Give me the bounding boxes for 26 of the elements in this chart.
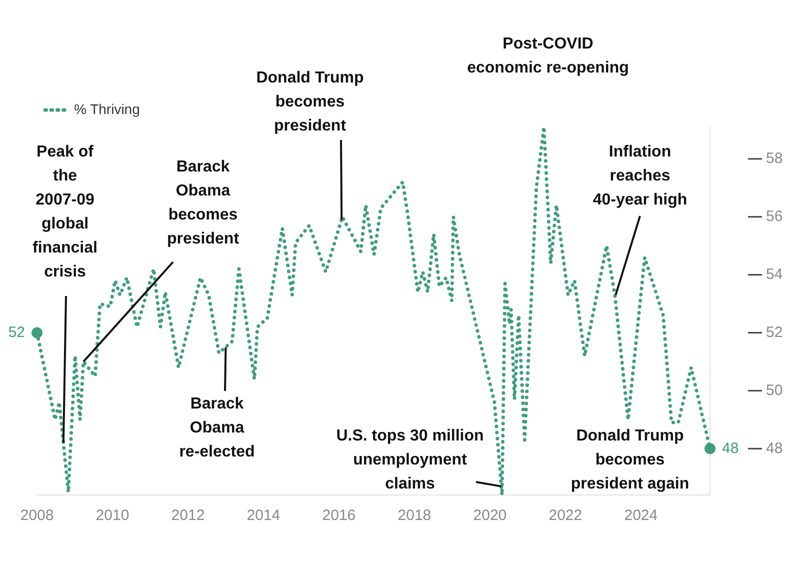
annotation: U.S. tops 30 million unemployment claims bbox=[336, 427, 484, 492]
x-tick-label: 2014 bbox=[246, 507, 280, 524]
annotation: Donald Trump becomes president bbox=[256, 69, 364, 134]
x-tick-label: 2008 bbox=[20, 507, 54, 524]
annotation: Peak of the 2007-09 global financial crisis bbox=[32, 143, 98, 280]
y-tick-label: 56 bbox=[766, 208, 783, 225]
data-label: 48 bbox=[722, 440, 739, 457]
x-tick-label: 2020 bbox=[473, 507, 507, 524]
text: Post-COVID economic re-opening bbox=[467, 35, 629, 76]
y-tick-label: 50 bbox=[766, 382, 783, 399]
x-tick-label: 2024 bbox=[624, 507, 658, 524]
annotation: Inflation reaches 40-year high bbox=[592, 143, 688, 208]
x-tick-label: 2018 bbox=[398, 507, 432, 524]
x-tick-label: 2022 bbox=[548, 507, 582, 524]
y-tick-label: 54 bbox=[766, 266, 783, 283]
legend-label: % Thriving bbox=[74, 100, 140, 117]
x-tick-label: 2010 bbox=[96, 507, 130, 524]
y-tick-label: 58 bbox=[766, 150, 783, 168]
x-tick-label: 2012 bbox=[171, 507, 205, 524]
annotation: Donald Trump becomes president again bbox=[570, 427, 690, 492]
annotation: Barack Obama re-elected bbox=[179, 395, 255, 460]
data-label: 52 bbox=[8, 324, 25, 341]
y-tick-label: 52 bbox=[766, 324, 783, 341]
y-tick-label: 48 bbox=[766, 440, 783, 457]
x-tick-label: 2016 bbox=[322, 507, 356, 524]
annotation: Barack Obama becomes president bbox=[166, 158, 240, 248]
